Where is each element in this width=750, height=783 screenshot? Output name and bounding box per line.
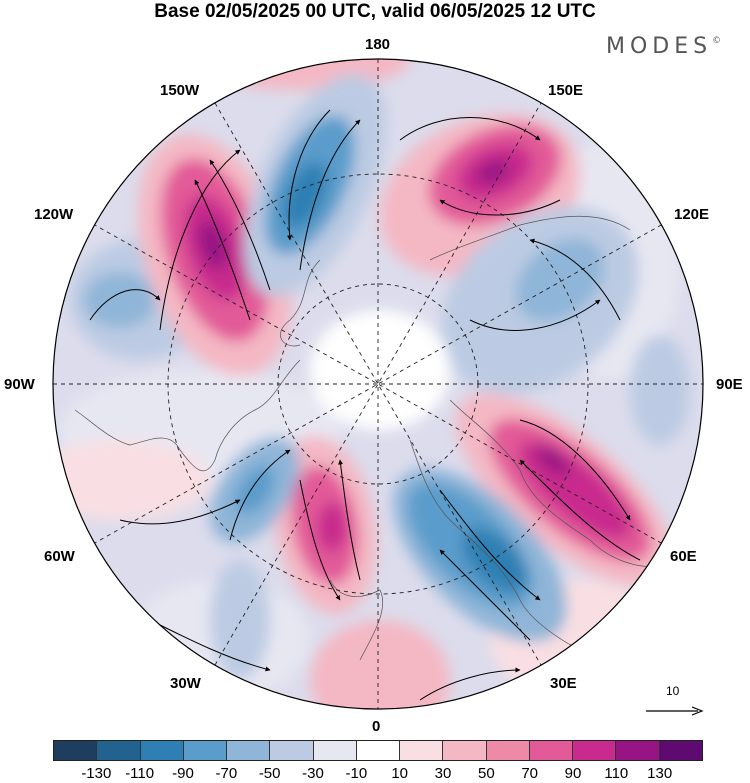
- reference-vector-label: 10: [666, 684, 680, 698]
- colorbar-swatch: [529, 741, 574, 760]
- label-lon-90e: 90E: [716, 376, 743, 393]
- map-title: Base 02/05/2025 00 UTC, valid 06/05/2025…: [154, 1, 596, 22]
- colorbar-swatch: [140, 741, 184, 760]
- colorbar-swatch: [313, 741, 357, 760]
- colorbar-tick-label: -130: [81, 765, 112, 782]
- label-lon-120e: 120E: [674, 206, 710, 223]
- label-lon-30w: 30W: [170, 675, 201, 692]
- colorbar-tick-label: -110: [125, 765, 155, 782]
- colorbar: [53, 740, 703, 761]
- reference-vector-arrow: [646, 706, 704, 716]
- colorbar-tick-label: -70: [215, 765, 238, 782]
- colorbar-tick-label: -90: [172, 765, 194, 782]
- colorbar-swatch: [270, 741, 314, 760]
- label-lon-60e: 60E: [670, 548, 697, 565]
- colorbar-tick-label: 30: [434, 765, 452, 782]
- colorbar-tick-label: -50: [258, 765, 281, 782]
- colorbar-swatch: [659, 741, 702, 760]
- colorbar-swatch: [573, 741, 617, 760]
- modes-logo: MODES©: [606, 34, 721, 59]
- colorbar-tick-label: 110: [604, 765, 629, 782]
- graticule: [53, 59, 703, 709]
- colorbar-swatch: [183, 741, 228, 760]
- wind-streamlines: [89, 109, 641, 701]
- colorbar-swatch: [54, 741, 98, 760]
- colorbar-tick-label: -30: [302, 765, 324, 782]
- colorbar-tick-label: 70: [521, 765, 538, 782]
- colorbar-tick-label: 130: [647, 765, 673, 782]
- label-lon-0: 0: [372, 718, 381, 735]
- colorbar-tick-label: 90: [564, 765, 582, 782]
- colorbar-swatch: [486, 741, 530, 760]
- colorbar-swatch: [400, 741, 444, 760]
- coastlines: [74, 215, 661, 661]
- colorbar-swatch: [356, 741, 401, 760]
- colorbar-swatch: [616, 741, 660, 760]
- copyright-mark: ©: [712, 36, 722, 46]
- label-lon-90w: 90W: [4, 376, 35, 393]
- colorbar-swatch: [443, 741, 487, 760]
- colorbar-tick-label: 10: [391, 765, 408, 782]
- label-lon-150e: 150E: [548, 82, 584, 99]
- colorbar-swatch: [97, 741, 141, 760]
- label-lon-30e: 30E: [550, 675, 577, 692]
- brand-name: MODES: [606, 34, 713, 59]
- colorbar-tick-label: -10: [345, 765, 368, 782]
- label-lon-150w: 150W: [160, 82, 200, 99]
- colorbar-tick-label: 50: [477, 765, 495, 782]
- label-lon-180: 180: [365, 36, 391, 53]
- map-border: [52, 58, 704, 710]
- label-lon-120w: 120W: [34, 206, 74, 223]
- label-lon-60w: 60W: [44, 548, 75, 565]
- colorbar-swatch: [227, 741, 271, 760]
